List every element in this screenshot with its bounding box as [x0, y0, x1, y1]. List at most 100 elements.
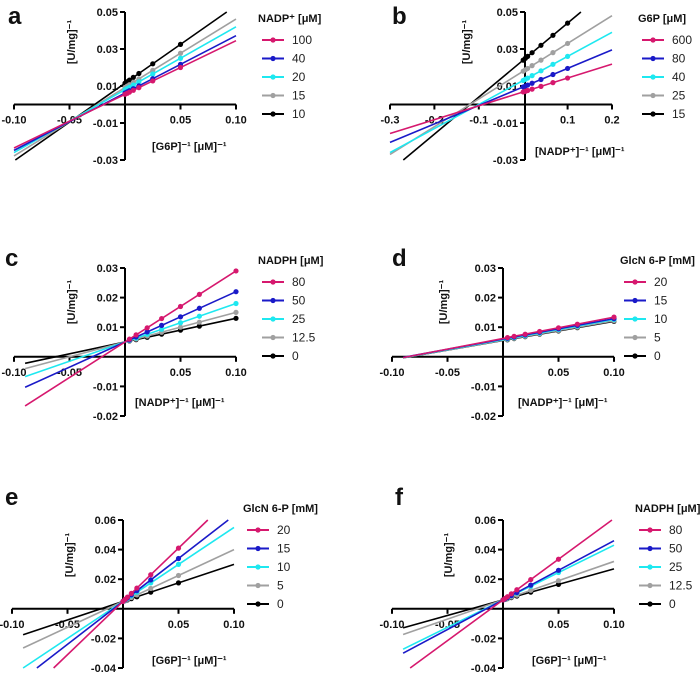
legend-item-label: 0 [669, 597, 676, 611]
y-tick-label: 0.01 [97, 81, 118, 93]
legend-item-label: 40 [292, 52, 306, 66]
legend-item-label: 25 [672, 89, 686, 103]
y-axis-label: [U/mg]⁻¹ [438, 280, 450, 325]
legend-item-label: 100 [292, 33, 312, 47]
data-point-12.5 [177, 324, 184, 330]
data-point-80 [508, 591, 514, 597]
x-tick-label: 0.10 [603, 619, 624, 631]
data-point-25 [550, 50, 556, 56]
legend-swatch-marker [647, 545, 653, 552]
data-point-80 [233, 268, 239, 274]
legend-item-label: 5 [654, 331, 661, 345]
legend-swatch-marker [270, 37, 276, 43]
data-point-80 [525, 82, 531, 88]
x-tick-label: 0.10 [225, 367, 246, 379]
legend-item-label: 80 [669, 523, 683, 537]
series-line-25 [389, 15, 613, 156]
x-tick-label: 0.10 [225, 115, 246, 127]
panel-letter: c [5, 245, 18, 272]
data-point-40 [538, 68, 544, 74]
legend-item-label: 50 [669, 542, 683, 556]
data-point-20 [150, 71, 156, 77]
data-point-10 [175, 561, 182, 568]
x-tick-label: 0.10 [223, 619, 244, 631]
legend-title: GlcN 6-P [mM] [620, 255, 695, 267]
data-point-15 [529, 50, 535, 56]
y-tick-label: 0.02 [475, 574, 496, 586]
data-point-80 [159, 315, 165, 322]
y-tick-label: 0.05 [97, 7, 118, 19]
y-tick-label: 0.03 [97, 263, 118, 275]
data-point-50 [528, 582, 534, 588]
data-point-15 [550, 32, 556, 38]
data-point-80 [177, 303, 184, 310]
legend: NADPH [μM] 80 50 25 12.5 0 [635, 503, 700, 611]
data-point-10 [150, 61, 156, 67]
data-point-20 [574, 321, 580, 327]
y-tick-label: -0.03 [493, 155, 518, 167]
legend-swatch-marker [647, 582, 653, 589]
y-tick-label: -0.03 [93, 155, 118, 167]
data-point-80 [504, 594, 511, 600]
data-point-12.5 [555, 578, 562, 584]
data-point-20 [128, 590, 134, 597]
legend-swatch-marker [270, 316, 276, 322]
legend-swatch-marker [632, 353, 638, 359]
y-axis-label: [U/mg]⁻¹ [66, 280, 78, 325]
data-point-80 [514, 587, 520, 593]
data-point-15 [538, 42, 544, 48]
legend-swatch-marker [647, 601, 653, 607]
x-tick-label: 0.1 [560, 115, 575, 127]
legend-swatch-marker [255, 527, 261, 533]
data-point-20 [555, 325, 562, 331]
y-tick-label: 0.02 [95, 574, 116, 586]
data-point-25 [233, 300, 239, 307]
panel-e: e-0.10 -0.05 0.05 0.100.060.040.02-0.02-0.0… [0, 484, 318, 675]
legend-swatch-marker [255, 545, 261, 552]
data-point-0 [175, 580, 182, 586]
y-axis-label: [U/mg]⁻¹ [461, 20, 473, 65]
x-axis-label: [G6P]⁻¹ [μM]⁻¹ [532, 655, 607, 667]
data-point-40 [529, 73, 535, 79]
data-point-80 [529, 80, 535, 86]
legend-swatch-marker [255, 564, 261, 570]
panel-letter: a [8, 3, 22, 30]
panel-letter: e [5, 484, 18, 511]
x-tick-label: 0.2 [604, 115, 619, 127]
x-tick-label: -0.10 [379, 619, 404, 631]
legend-swatch-marker [647, 564, 653, 570]
x-tick-label: -0.05 [435, 367, 460, 379]
data-point-25 [196, 313, 202, 319]
legend-swatch-marker [650, 55, 656, 62]
y-tick-label: 0.04 [475, 545, 497, 557]
data-point-15 [175, 555, 182, 562]
x-axis-label: [G6P]⁻¹ [μM]⁻¹ [152, 141, 227, 153]
data-point-12.5 [528, 587, 534, 593]
y-tick-label: -0.01 [493, 118, 518, 130]
data-point-80 [565, 65, 571, 72]
x-tick-label: -0.1 [469, 115, 488, 127]
data-point-25 [565, 40, 571, 47]
data-point-80 [538, 76, 544, 83]
x-tick-label: 0.05 [168, 619, 189, 631]
legend-item-label: 15 [654, 294, 668, 308]
legend-title: NADP⁺ [μM] [258, 13, 322, 25]
data-point-0 [148, 589, 154, 595]
data-point-20 [177, 55, 184, 61]
legend-item-label: 12.5 [292, 331, 316, 345]
legend-swatch-marker [270, 279, 276, 285]
legend-item-label: 10 [654, 312, 668, 326]
data-point-50 [177, 314, 184, 320]
data-point-15 [565, 20, 571, 26]
data-point-50 [555, 567, 562, 573]
legend-swatch-marker [650, 111, 656, 117]
legend-swatch-marker [270, 74, 276, 80]
y-tick-label: 0.02 [97, 293, 118, 305]
legend: GlcN 6-P [mM] 20 15 10 5 0 [620, 255, 695, 363]
y-tick-label: -0.01 [93, 381, 118, 393]
legend-title: GlcN 6-P [mM] [243, 503, 318, 515]
x-axis-label: [NADP⁺]⁻¹ [μM]⁻¹ [518, 397, 608, 409]
x-tick-label: 0.10 [603, 367, 624, 379]
